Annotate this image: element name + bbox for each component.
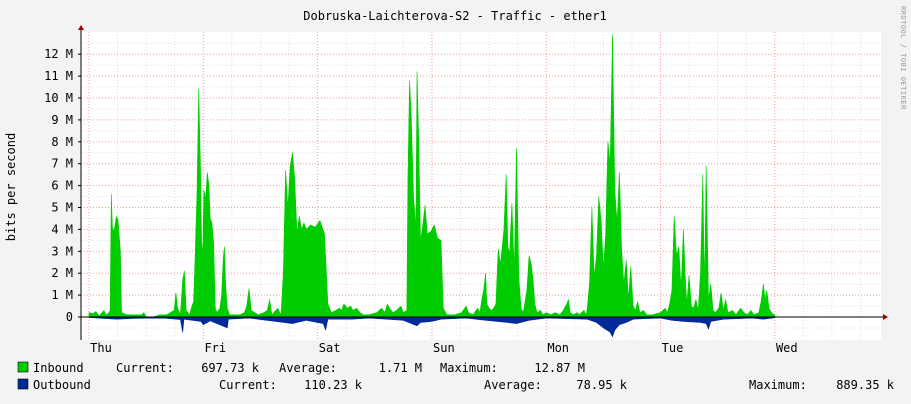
inbound-area xyxy=(88,34,776,318)
legend-outbound-average: 78.95 k xyxy=(576,378,627,392)
y-tick-label: 3 M xyxy=(51,244,73,258)
x-tick-label: Sat xyxy=(319,341,341,355)
x-tick-label: Tue xyxy=(662,341,684,355)
legend-inbound-maximum-label: Maximum: xyxy=(440,361,498,375)
y-tick-label: 10 M xyxy=(44,91,73,105)
inbound-swatch xyxy=(17,361,29,373)
x-tick-label: Wed xyxy=(776,341,798,355)
y-tick-label: 8 M xyxy=(51,135,73,149)
legend-inbound-average-label: Average: xyxy=(279,361,337,375)
outbound-swatch xyxy=(17,378,29,390)
outbound-area xyxy=(88,316,776,337)
y-tick-label: 4 M xyxy=(51,222,73,236)
y-tick-label: 1 M xyxy=(51,288,73,302)
x-tick-label: Mon xyxy=(547,341,569,355)
legend-inbound-average: 1.71 M xyxy=(379,361,422,375)
legend-inbound-current: 697.73 k xyxy=(201,361,260,375)
y-tick-label: 7 M xyxy=(51,157,73,171)
legend-outbound-maximum-label: Maximum: xyxy=(749,378,807,392)
x-tick-label: Thu xyxy=(90,341,112,355)
y-tick-label: 0 xyxy=(66,310,73,324)
y-tick-label: 9 M xyxy=(51,113,73,127)
legend-outbound-current: 110.23 k xyxy=(304,378,363,392)
legend-outbound-name: Outbound xyxy=(33,378,91,392)
y-tick-label: 2 M xyxy=(51,266,73,280)
y-axis-label: bits per second xyxy=(4,133,18,241)
legend-inbound-maximum: 12.87 M xyxy=(534,361,585,375)
plot-area: 0 1 M 2 M 3 M 4 M 5 M 6 M 7 M 8 M 9 M 10 M 11 M 12 M… xyxy=(44,25,888,355)
chart-title: Dobruska-Laichterova-S2 - Traffic - ethe… xyxy=(303,9,606,23)
legend-outbound-maximum: 889.35 k xyxy=(836,378,895,392)
y-axis-arrow xyxy=(78,25,84,30)
y-tick-label: 5 M xyxy=(51,201,73,215)
y-tick-label: 11 M xyxy=(44,69,73,83)
y-tick-label: 6 M xyxy=(51,179,73,193)
legend-outbound-current-label: Current: xyxy=(219,378,277,392)
x-tick-label: Sun xyxy=(433,341,455,355)
rrdtool-watermark: RRDTOOL / TOBI OETIKER xyxy=(899,6,907,110)
legend-inbound-current-label: Current: xyxy=(116,361,174,375)
legend-outbound-average-label: Average: xyxy=(484,378,542,392)
x-axis-arrow xyxy=(883,314,888,320)
legend-inbound-name: Inbound xyxy=(33,361,84,375)
y-tick-label: 12 M xyxy=(44,47,73,61)
x-tick-label: Fri xyxy=(204,341,226,355)
